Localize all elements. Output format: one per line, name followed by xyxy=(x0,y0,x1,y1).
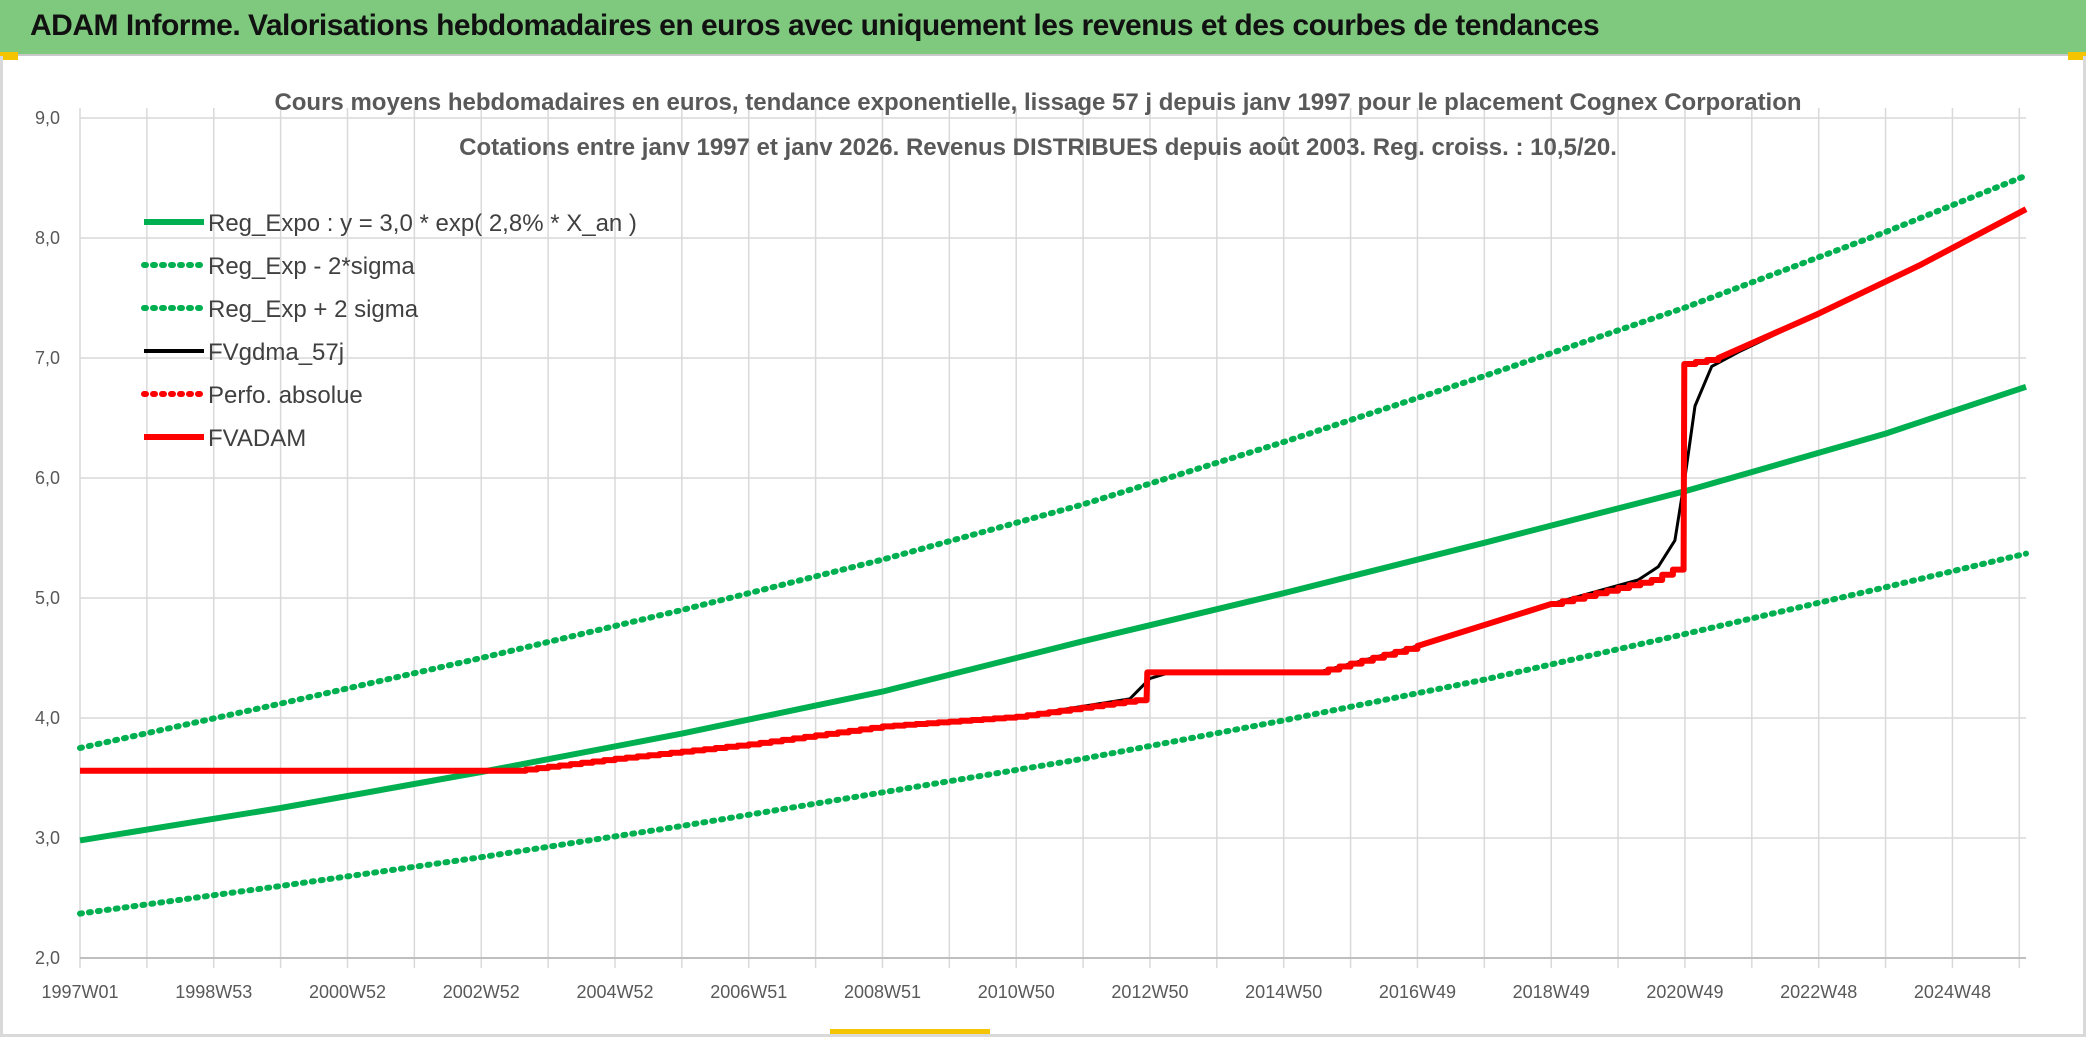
x-tick-label: 2018W49 xyxy=(1513,982,1590,1002)
x-tick-label: 2024W48 xyxy=(1914,982,1991,1002)
x-tick-label: 2006W51 xyxy=(710,982,787,1002)
x-tick-label: 2008W51 xyxy=(844,982,921,1002)
y-tick-label: 7,0 xyxy=(35,348,60,368)
grid-layer xyxy=(79,108,2026,968)
x-tick-label: 2010W50 xyxy=(978,982,1055,1002)
legend-label: FVADAM xyxy=(208,425,306,452)
y-tick-label: 8,0 xyxy=(35,228,60,248)
corner-mark-right xyxy=(2068,52,2086,60)
legend-label: Reg_Expo : y = 3,0 * exp( 2,8% * X_an ) xyxy=(208,210,637,237)
y-tick-label: 2,0 xyxy=(35,948,60,968)
chart-title: Cours moyens hebdomadaires en euros, ten… xyxy=(274,89,1801,116)
legend-label: Reg_Exp - 2*sigma xyxy=(208,253,415,280)
x-axis-labels: 1997W01 1998W53 2000W52 2002W52 2004W52 2006W… xyxy=(41,982,1991,1002)
series-line-6 xyxy=(80,206,2028,774)
x-tick-label: 2016W49 xyxy=(1379,982,1456,1002)
report-banner: ADAM Informe. Valorisations hebdomadaire… xyxy=(0,0,2086,56)
series-line-3 xyxy=(77,172,2029,751)
series-line-1 xyxy=(79,383,2027,844)
legend-label: Reg_Exp + 2 sigma xyxy=(208,296,419,323)
series-layer xyxy=(77,172,2029,917)
chart-frame xyxy=(0,56,2086,1037)
y-tick-label: 6,0 xyxy=(35,468,60,488)
x-tick-label: 2020W49 xyxy=(1646,982,1723,1002)
y-axis-labels: 2,0 3,0 4,0 5,0 6,0 7,0 8,0 9,0 xyxy=(35,108,60,968)
report-title: ADAM Informe. Valorisations hebdomadaire… xyxy=(30,9,1600,42)
y-tick-label: 4,0 xyxy=(35,708,60,728)
chart-subtitle: Cotations entre janv 1997 et janv 2026. … xyxy=(459,134,1617,161)
legend-label: FVgdma_57j xyxy=(208,339,344,366)
corner-mark-left xyxy=(0,52,18,60)
x-tick-label: 2004W52 xyxy=(576,982,653,1002)
x-tick-label: 2014W50 xyxy=(1245,982,1322,1002)
series-line-4 xyxy=(80,207,2027,773)
x-tick-label: 2012W50 xyxy=(1111,982,1188,1002)
x-tick-label: 2022W48 xyxy=(1780,982,1857,1002)
x-tick-label: 1998W53 xyxy=(175,982,252,1002)
bottom-mark xyxy=(830,1029,990,1037)
series-line-2 xyxy=(77,550,2029,917)
y-tick-label: 9,0 xyxy=(35,108,60,128)
x-tick-label: 1997W01 xyxy=(41,982,118,1002)
legend: Reg_Expo : y = 3,0 * exp( 2,8% * X_an ) R… xyxy=(141,210,637,452)
x-tick-label: 2000W52 xyxy=(309,982,386,1002)
y-tick-label: 5,0 xyxy=(35,588,60,608)
x-tick-label: 2002W52 xyxy=(443,982,520,1002)
y-tick-label: 3,0 xyxy=(35,828,60,848)
legend-label: Perfo. absolue xyxy=(208,382,363,409)
